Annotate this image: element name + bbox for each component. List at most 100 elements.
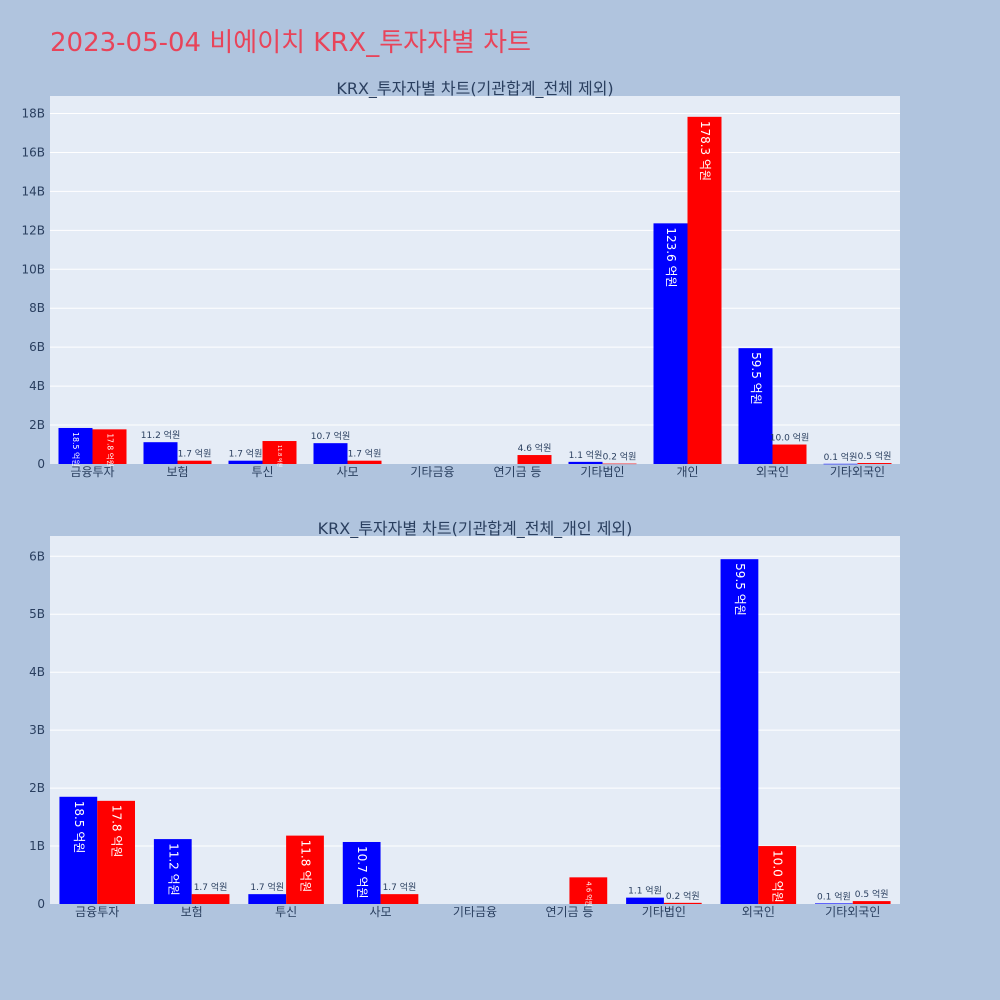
- data-label: 18.5 억원: [72, 801, 86, 854]
- bar: [58, 427, 93, 464]
- y-tick-label: 5B: [29, 607, 45, 621]
- x-tick-label: 기타금융: [453, 905, 497, 919]
- bar: [143, 442, 178, 464]
- data-label: 4.6 억원: [584, 881, 593, 906]
- y-tick-label: 4B: [29, 665, 45, 679]
- bar: [380, 894, 419, 904]
- data-label: 0.5 억원: [858, 450, 892, 462]
- bar: [517, 455, 552, 464]
- bar: [852, 901, 891, 904]
- data-label: 10.0 억원: [771, 850, 785, 903]
- bar: [653, 223, 688, 464]
- chart-1: 0 2B 4B 6B 8B 10B 12B 14B 16B 18B KRX_투자자별 차트(기관합계…: [21, 79, 900, 479]
- data-label: 0.1 억원: [817, 890, 851, 902]
- y-tick-label: 10B: [21, 262, 45, 276]
- bar: [228, 460, 263, 464]
- data-label: 10.7 억원: [311, 430, 350, 442]
- y-tick-label: 3B: [29, 723, 45, 737]
- data-label: 4.6 억원: [518, 442, 552, 454]
- x-tick-label: 기타외국인: [825, 905, 880, 919]
- bar: [758, 846, 797, 904]
- data-label: 1.7 억원: [178, 448, 212, 460]
- bar: [857, 463, 892, 464]
- bar: [177, 460, 212, 464]
- y-tick-label: 4B: [29, 379, 45, 393]
- y-tick-label: 14B: [21, 184, 45, 198]
- y-tick-label: 8B: [29, 301, 45, 315]
- x-tick-label: 투신: [251, 465, 273, 479]
- x-tick-label: 보험: [166, 465, 188, 479]
- bar: [687, 116, 722, 464]
- y-tick-label: 1B: [29, 839, 45, 853]
- bar: [342, 841, 381, 904]
- bar: [347, 460, 382, 464]
- x-tick-label: 투신: [275, 905, 297, 919]
- chart-2: 0 1B 2B 3B 4B 5B 6B KRX_투자자별 차트(기관합계_전체_개인 제외) 금…: [29, 519, 900, 919]
- data-label: 1.1 억원: [569, 449, 603, 461]
- y-tick-label: 18B: [21, 107, 45, 121]
- bar: [191, 894, 230, 904]
- bar: [248, 894, 287, 904]
- data-label: 123.6 억원: [664, 227, 678, 287]
- data-label: 11.8 억원: [299, 840, 313, 893]
- bar: [626, 897, 664, 904]
- y-tick-label: 16B: [21, 145, 45, 159]
- bar: [92, 429, 127, 464]
- data-label: 18.5 억원: [71, 432, 81, 467]
- y-tick-label: 6B: [29, 549, 45, 563]
- x-tick-label: 사모: [370, 905, 392, 919]
- x-tick-label: 금융투자: [70, 465, 114, 479]
- bar: [738, 348, 773, 464]
- x-tick-label: 기타법인: [580, 465, 624, 479]
- x-tick-label: 금융투자: [75, 905, 119, 919]
- data-label: 0.1 억원: [824, 451, 858, 463]
- data-label: 11.2 억원: [166, 843, 180, 896]
- x-tick-label: 보험: [181, 905, 203, 919]
- data-label: 1.1 억원: [628, 885, 662, 897]
- data-label: 17.8 억원: [106, 433, 115, 466]
- x-tick-label: 개인: [676, 465, 698, 479]
- data-label: 178.3 억원: [698, 121, 712, 181]
- x-tick-label: 기타법인: [642, 905, 686, 919]
- y-tick-label: 0: [37, 897, 45, 911]
- bar: [815, 903, 853, 904]
- data-label: 10.7 억원: [355, 846, 369, 899]
- bar: [663, 902, 702, 904]
- data-label: 11.8 억원: [276, 445, 283, 467]
- bar: [97, 800, 135, 904]
- data-label: 1.7 억원: [348, 448, 382, 460]
- bar: [262, 441, 297, 464]
- data-label: 1.7 억원: [194, 881, 228, 893]
- bar: [569, 877, 608, 904]
- data-label: 0.5 억원: [855, 888, 889, 900]
- data-label: 59.5 억원: [749, 352, 763, 405]
- y-tick-label: 12B: [21, 223, 45, 237]
- data-label: 17.8 억원: [110, 805, 124, 858]
- data-label: 1.7 억원: [250, 881, 284, 893]
- bar: [153, 839, 192, 904]
- bar: [772, 444, 807, 464]
- bar: [286, 835, 324, 904]
- y-tick-label: 0: [37, 457, 45, 471]
- x-tick-label: 기타금융: [410, 465, 454, 479]
- y-tick-label: 2B: [29, 781, 45, 795]
- bar: [568, 461, 603, 464]
- data-label: 59.5 억원: [733, 563, 747, 616]
- x-tick-label: 외국인: [742, 905, 775, 919]
- y-tick-label: 2B: [29, 418, 45, 432]
- x-tick-label: 외국인: [756, 465, 789, 479]
- data-label: 10.0 억원: [770, 432, 809, 444]
- y-tick-label: 6B: [29, 340, 45, 354]
- bar: [59, 796, 98, 904]
- x-tick-label: 기타외국인: [830, 465, 885, 479]
- x-tick-label: 연기금 등: [545, 905, 593, 919]
- data-label: 0.2 억원: [666, 890, 700, 902]
- bar: [720, 559, 759, 904]
- bar: [313, 443, 348, 464]
- x-tick-label: 사모: [336, 465, 358, 479]
- data-label: 1.7 억원: [229, 448, 263, 460]
- bar: [823, 463, 858, 465]
- data-label: 11.2 억원: [141, 429, 180, 441]
- chart-title: KRX_투자자별 차트(기관합계_전체_개인 제외): [318, 519, 633, 539]
